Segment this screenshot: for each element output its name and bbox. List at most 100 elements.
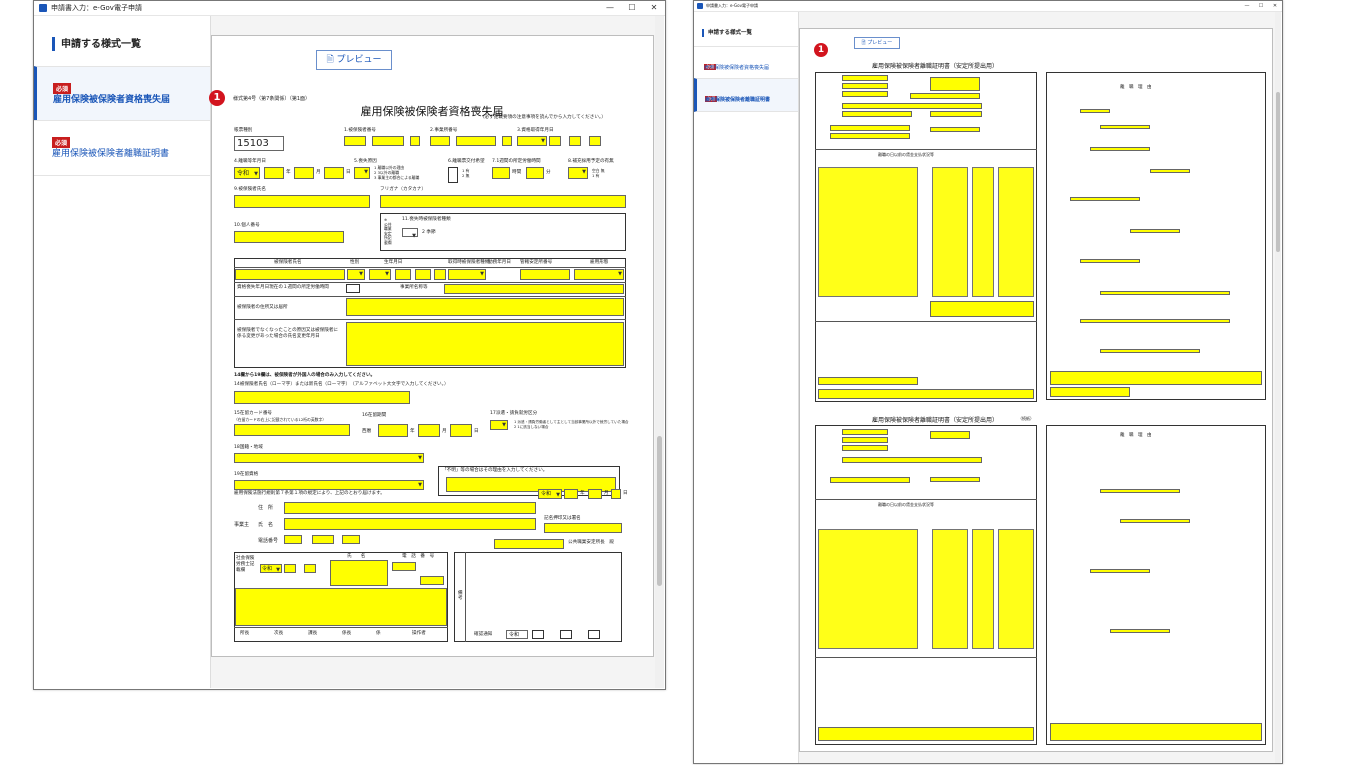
employ-select[interactable]: ▼ <box>574 269 624 280</box>
p2-field[interactable] <box>930 431 970 439</box>
dispatch-select[interactable]: ▼ <box>490 420 508 430</box>
cert-field[interactable] <box>448 167 458 183</box>
address-field[interactable] <box>346 298 624 316</box>
p2-field[interactable] <box>842 457 982 463</box>
p1-reason-mark[interactable] <box>1150 169 1190 173</box>
sharoushi-month[interactable] <box>304 564 316 573</box>
sharoushi-year[interactable] <box>284 564 296 573</box>
acquired-year[interactable] <box>549 136 561 146</box>
insured-no-field-3[interactable] <box>410 136 420 146</box>
declare-era-select[interactable]: 令和 ▼ <box>538 489 562 499</box>
p1-field[interactable] <box>930 127 980 132</box>
p1-reason-bottom[interactable] <box>1050 371 1262 385</box>
kind-field[interactable]: 15103 <box>234 136 284 151</box>
p1-reason-mark[interactable] <box>1090 147 1150 151</box>
hours-field[interactable] <box>492 167 510 179</box>
office-no-field-1[interactable] <box>430 136 450 146</box>
employer-address-field[interactable] <box>284 502 536 514</box>
p1-field[interactable] <box>842 111 912 117</box>
sex-select[interactable]: ▼ <box>347 269 365 280</box>
p2-reason-mark[interactable] <box>1110 629 1170 633</box>
p1-field[interactable] <box>842 91 888 97</box>
p1-field[interactable] <box>910 93 980 99</box>
p1-field[interactable] <box>842 75 888 81</box>
declare-month[interactable] <box>588 489 602 499</box>
p2-wage-grid-d[interactable] <box>998 529 1034 649</box>
p2-field[interactable] <box>842 437 888 443</box>
p1-reason-mark[interactable] <box>1080 259 1140 263</box>
other-field[interactable] <box>346 322 624 366</box>
p1-field[interactable] <box>830 133 910 139</box>
p2-field[interactable] <box>830 477 910 483</box>
sharoushi-extra-field[interactable] <box>235 588 447 626</box>
p2-reason-mark[interactable] <box>1090 569 1150 573</box>
birth-era-select[interactable]: ▼ <box>369 269 391 280</box>
p1-reason-mark[interactable] <box>1070 197 1140 201</box>
minimize-button[interactable]: — <box>1244 3 1250 9</box>
p2-field[interactable] <box>930 477 980 482</box>
p1-reason-mark[interactable] <box>1130 229 1180 233</box>
tel-2[interactable] <box>312 535 334 544</box>
sidebar-item-shikaku-soshitsu[interactable]: 必須 雇用保険被保険者資格喪失届 <box>694 46 798 79</box>
scrollbar-thumb[interactable] <box>1276 92 1280 252</box>
p1-wage-grid-d[interactable] <box>998 167 1034 297</box>
lost-era-select[interactable]: 令和 ▼ <box>234 167 260 179</box>
p2-reason-mark[interactable] <box>1120 519 1190 523</box>
lost-year[interactable] <box>264 167 284 179</box>
confirm-day[interactable] <box>588 630 600 639</box>
p2-field[interactable] <box>842 429 888 435</box>
sidebar-item-rishoku-shomei[interactable]: 必須 雇用保険被保険者離職証明書 <box>34 120 210 176</box>
reason-select[interactable]: ▼ <box>354 167 370 179</box>
p2-reason-bottom[interactable] <box>1050 723 1262 741</box>
kana-field[interactable] <box>380 195 626 208</box>
p2-wage-grid-c[interactable] <box>972 529 994 649</box>
p1-field[interactable] <box>842 83 888 89</box>
left-vertical-scrollbar[interactable] <box>655 16 664 688</box>
card-no-field[interactable] <box>234 424 350 436</box>
declare-day[interactable] <box>611 489 621 499</box>
roman-name-field[interactable] <box>234 391 410 404</box>
sharoushi-tel-1[interactable] <box>392 562 416 571</box>
p1-reason-bottom[interactable] <box>1050 387 1130 397</box>
pref-office-field[interactable] <box>520 269 570 280</box>
p1-reason-mark[interactable] <box>1100 349 1200 353</box>
p1-wage-summary[interactable] <box>930 301 1034 317</box>
p2-bottom-field[interactable] <box>818 727 1034 741</box>
declare-year[interactable] <box>564 489 578 499</box>
replace-select[interactable]: ▼ <box>568 167 588 179</box>
birth-year[interactable] <box>395 269 411 280</box>
acq-kind-select[interactable]: ▼ <box>448 269 486 280</box>
period-month[interactable] <box>418 424 440 437</box>
confirm-month[interactable] <box>560 630 572 639</box>
signature-field[interactable] <box>544 523 622 533</box>
sidebar-item-rishoku-shomei[interactable]: 必須 雇用保険被保険者離職証明書 <box>694 78 798 112</box>
p1-wage-grid-c[interactable] <box>972 167 994 297</box>
preview-button[interactable]: 🗎 プレビュー <box>854 37 900 49</box>
p1-wage-grid-a[interactable] <box>818 167 918 297</box>
tel-1[interactable] <box>284 535 302 544</box>
confirm-year[interactable] <box>532 630 544 639</box>
workplace-field[interactable] <box>444 284 624 294</box>
birth-month[interactable] <box>415 269 431 280</box>
maximize-button[interactable]: ☐ <box>1258 3 1264 9</box>
p1-reason-mark[interactable] <box>1080 319 1230 323</box>
acquired-month[interactable] <box>569 136 581 146</box>
acquired-day[interactable] <box>589 136 601 146</box>
p2-reason-mark[interactable] <box>1100 489 1180 493</box>
close-button[interactable]: ✕ <box>1272 3 1278 9</box>
name-field[interactable] <box>234 195 370 208</box>
confirm-era-select[interactable]: 令和 <box>506 630 528 639</box>
personal-no-field[interactable] <box>234 231 344 243</box>
lost-month[interactable] <box>294 167 314 179</box>
office-no-field-2[interactable] <box>456 136 496 146</box>
p1-field[interactable] <box>842 103 982 109</box>
insured-no-field-2[interactable] <box>372 136 404 146</box>
changed-name-field[interactable] <box>235 269 345 280</box>
minutes-field[interactable] <box>526 167 544 179</box>
p1-reason-mark[interactable] <box>1100 291 1230 295</box>
close-button[interactable]: ✕ <box>650 3 658 12</box>
right-vertical-scrollbar[interactable] <box>1275 12 1281 763</box>
status-select[interactable]: ▼ <box>234 480 424 490</box>
p1-reason-mark[interactable] <box>1080 109 1110 113</box>
tel-3[interactable] <box>342 535 360 544</box>
